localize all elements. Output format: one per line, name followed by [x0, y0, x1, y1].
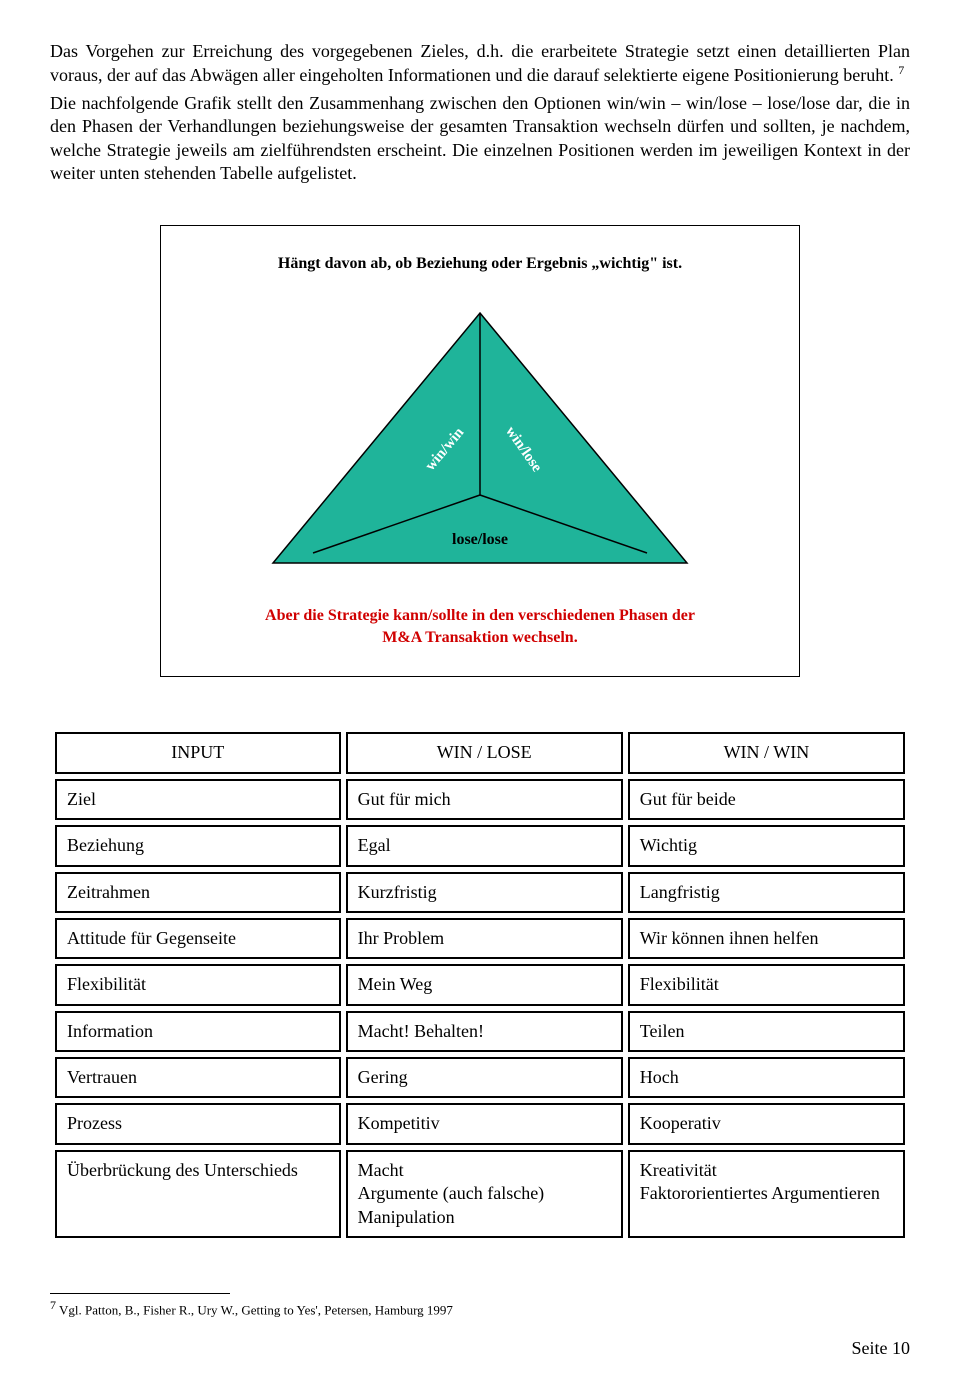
footnote-ref-7: 7	[898, 63, 904, 77]
table-cell: Gering	[346, 1057, 623, 1098]
table-cell: Gut für mich	[346, 779, 623, 820]
table-header-winlose: WIN / LOSE	[346, 732, 623, 773]
table-cell: Beziehung	[55, 825, 341, 866]
para1-text: Das Vorgehen zur Erreichung des vorgegeb…	[50, 41, 910, 85]
table-row: Prozess Kompetitiv Kooperativ	[55, 1103, 905, 1144]
table-cell: Langfristig	[628, 872, 905, 913]
table-row: Attitude für Gegenseite Ihr Problem Wir …	[55, 918, 905, 959]
body-paragraph-1: Das Vorgehen zur Erreichung des vorgegeb…	[50, 40, 910, 88]
diagram-top-caption: Hängt davon ab, ob Beziehung oder Ergebn…	[181, 254, 779, 275]
table-cell: Kompetitiv	[346, 1103, 623, 1144]
table-row: Ziel Gut für mich Gut für beide	[55, 779, 905, 820]
table-cell: Mein Weg	[346, 964, 623, 1005]
footnote-7: 7 Vgl. Patton, B., Fisher R., Ury W., Ge…	[50, 1298, 910, 1319]
table-cell: Wichtig	[628, 825, 905, 866]
table-cell: KreativitätFaktororientiertes Argumentie…	[628, 1150, 905, 1238]
table-header-row: INPUT WIN / LOSE WIN / WIN	[55, 732, 905, 773]
table-header-winwin: WIN / WIN	[628, 732, 905, 773]
strategy-triangle-diagram: Hängt davon ab, ob Beziehung oder Ergebn…	[160, 225, 800, 677]
table-cell: Flexibilität	[628, 964, 905, 1005]
table-cell: Attitude für Gegenseite	[55, 918, 341, 959]
table-cell: Gut für beide	[628, 779, 905, 820]
triangle-label-loselose: lose/lose	[265, 530, 695, 551]
table-cell: Ziel	[55, 779, 341, 820]
table-cell: Überbrückung des Unterschieds	[55, 1150, 341, 1238]
table-cell: Information	[55, 1011, 341, 1052]
diagram-bottom-caption: Aber die Strategie kann/sollte in den ve…	[181, 605, 779, 648]
table-header-input: INPUT	[55, 732, 341, 773]
table-row: Information Macht! Behalten! Teilen	[55, 1011, 905, 1052]
table-cell: Egal	[346, 825, 623, 866]
body-paragraph-2: Die nachfolgende Grafik stellt den Zusam…	[50, 92, 910, 186]
table-cell: Wir können ihnen helfen	[628, 918, 905, 959]
table-cell: Hoch	[628, 1057, 905, 1098]
table-cell: Kurzfristig	[346, 872, 623, 913]
table-cell: Flexibilität	[55, 964, 341, 1005]
footnote-text: Vgl. Patton, B., Fisher R., Ury W., Gett…	[56, 1302, 453, 1317]
table-cell: Prozess	[55, 1103, 341, 1144]
page-number: Seite 10	[50, 1337, 910, 1360]
table-row: Überbrückung des Unterschieds MachtArgum…	[55, 1150, 905, 1238]
diagram-bottom-line2: M&A Transaktion wechseln.	[382, 629, 577, 646]
footnote-separator	[50, 1293, 230, 1294]
triangle-graphic: win/win win/lose lose/lose	[265, 305, 695, 575]
table-cell: Ihr Problem	[346, 918, 623, 959]
table-cell: Zeitrahmen	[55, 872, 341, 913]
strategy-comparison-table: INPUT WIN / LOSE WIN / WIN Ziel Gut für …	[50, 727, 910, 1243]
table-cell: Kooperativ	[628, 1103, 905, 1144]
table-row: Beziehung Egal Wichtig	[55, 825, 905, 866]
table-row: Zeitrahmen Kurzfristig Langfristig	[55, 872, 905, 913]
table-cell: Vertrauen	[55, 1057, 341, 1098]
table-cell: Macht! Behalten!	[346, 1011, 623, 1052]
table-cell: Teilen	[628, 1011, 905, 1052]
table-row: Vertrauen Gering Hoch	[55, 1057, 905, 1098]
table-row: Flexibilität Mein Weg Flexibilität	[55, 964, 905, 1005]
diagram-bottom-line1: Aber die Strategie kann/sollte in den ve…	[265, 607, 695, 624]
table-cell: MachtArgumente (auch falsche)Manipulatio…	[346, 1150, 623, 1238]
